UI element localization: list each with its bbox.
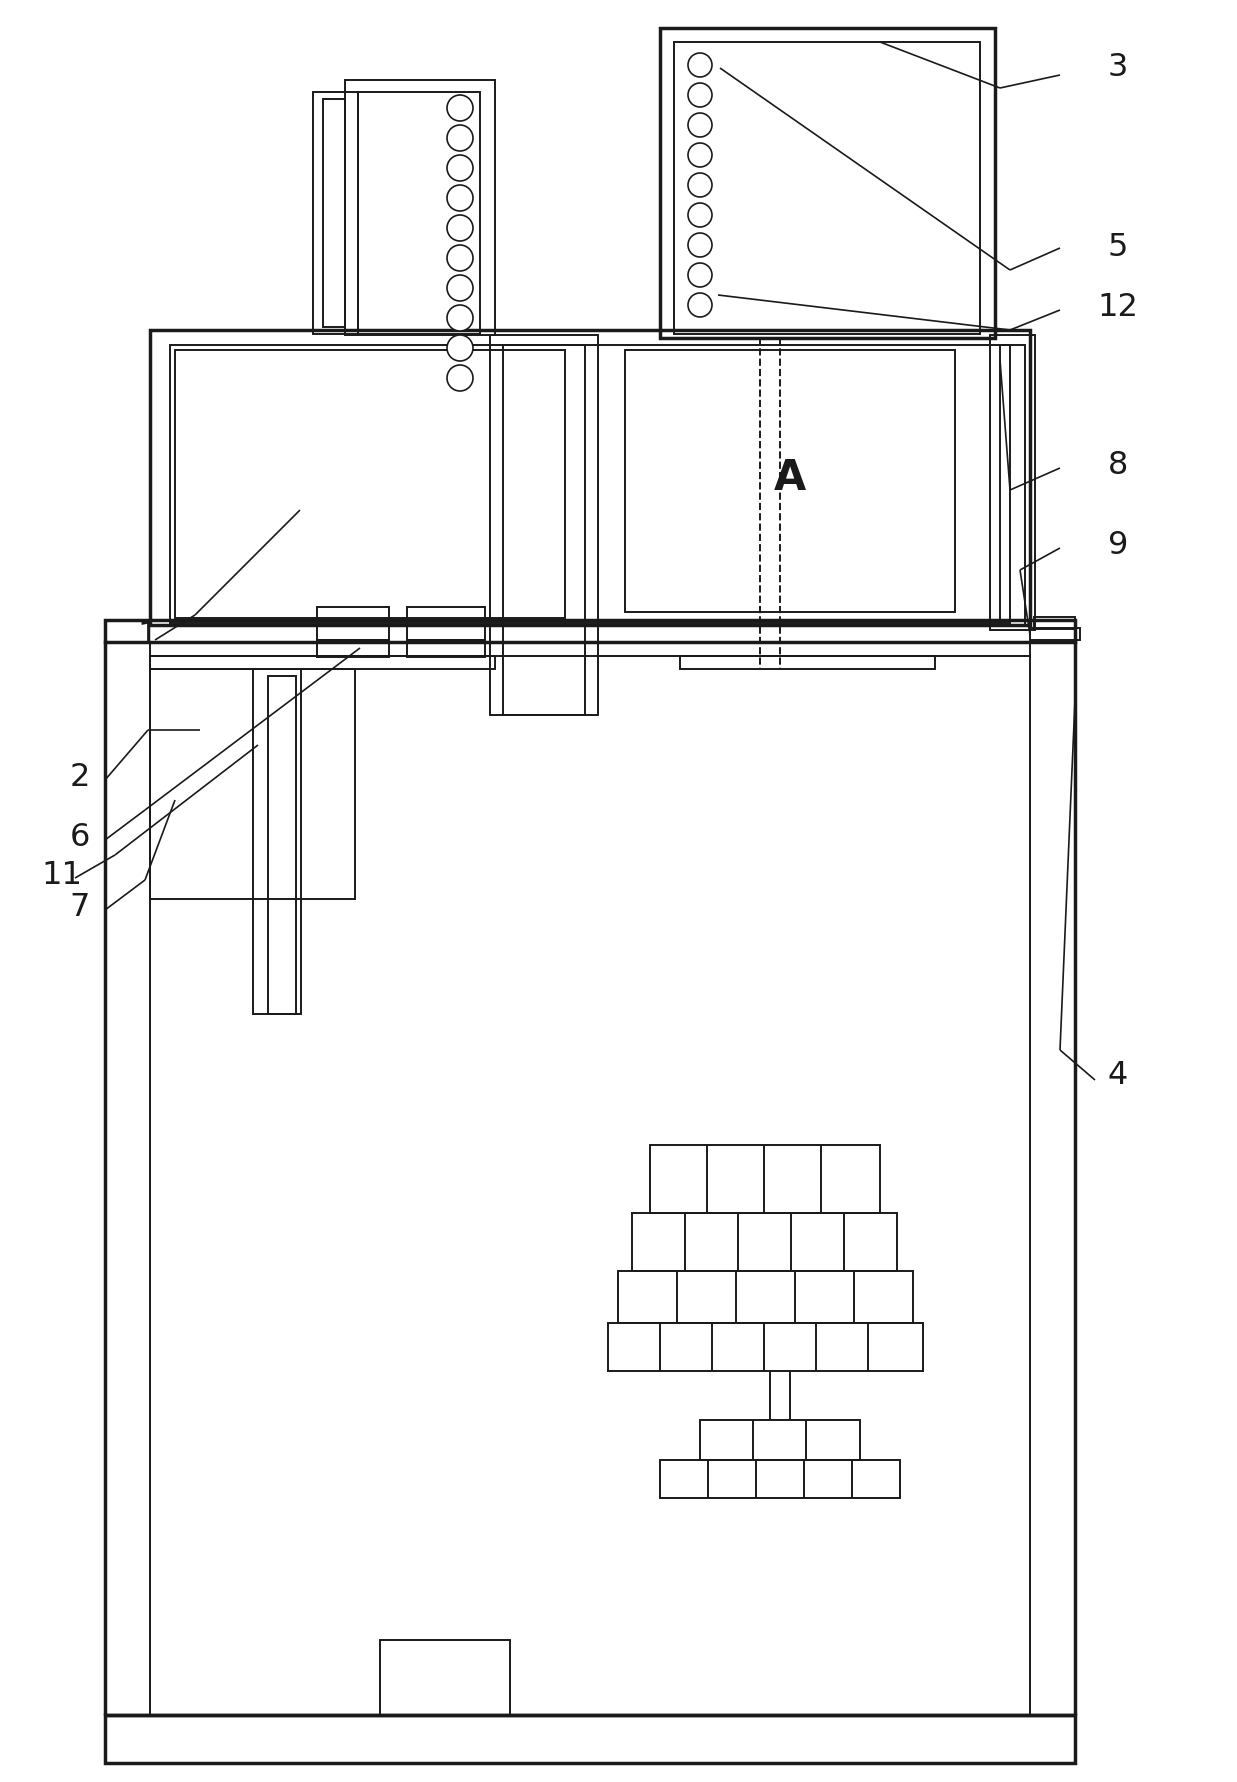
Bar — [490, 335, 597, 715]
Text: 5: 5 — [1108, 232, 1128, 264]
Bar — [105, 620, 1075, 642]
Circle shape — [447, 274, 473, 301]
Bar — [317, 608, 388, 640]
Circle shape — [688, 53, 713, 77]
Circle shape — [688, 173, 713, 198]
Circle shape — [447, 305, 473, 331]
Text: 11: 11 — [42, 859, 83, 891]
Bar — [661, 29, 995, 339]
Bar — [990, 335, 1035, 631]
Bar — [407, 608, 485, 640]
Bar — [150, 668, 355, 898]
Circle shape — [447, 94, 473, 121]
Bar — [357, 93, 480, 333]
Bar — [609, 1322, 923, 1370]
Bar — [380, 1639, 510, 1714]
Circle shape — [688, 292, 713, 317]
Text: 9: 9 — [1108, 529, 1128, 561]
Text: 6: 6 — [69, 823, 90, 854]
Circle shape — [447, 155, 473, 182]
Bar — [674, 43, 980, 333]
Circle shape — [688, 112, 713, 137]
Bar — [999, 346, 1025, 625]
Bar — [174, 349, 565, 618]
Bar — [661, 1459, 901, 1499]
Bar — [150, 330, 1030, 625]
Bar — [1034, 617, 1075, 629]
Bar — [407, 640, 485, 658]
Circle shape — [447, 216, 473, 241]
Bar — [625, 349, 955, 611]
Bar — [268, 675, 296, 1014]
Bar — [150, 656, 495, 668]
Bar — [649, 1146, 880, 1214]
Circle shape — [688, 143, 713, 168]
Bar — [345, 80, 495, 335]
Text: A: A — [774, 456, 807, 499]
Circle shape — [447, 365, 473, 390]
Text: 12: 12 — [1097, 292, 1138, 324]
Circle shape — [688, 84, 713, 107]
Circle shape — [688, 203, 713, 226]
Bar — [150, 642, 1030, 656]
Bar — [680, 656, 935, 668]
Bar — [323, 100, 345, 328]
Text: 2: 2 — [69, 763, 90, 793]
Bar — [105, 1714, 1075, 1762]
Bar — [632, 1214, 897, 1271]
Text: 7: 7 — [69, 893, 90, 923]
Bar — [1030, 627, 1080, 640]
Bar — [169, 346, 1009, 624]
Bar — [254, 668, 301, 1014]
Bar — [317, 640, 388, 658]
Circle shape — [447, 244, 473, 271]
Bar — [618, 1271, 913, 1322]
Circle shape — [447, 185, 473, 210]
Bar — [503, 346, 585, 715]
Circle shape — [447, 335, 473, 362]
Bar — [313, 93, 357, 333]
Bar — [700, 1420, 860, 1459]
Circle shape — [688, 264, 713, 287]
Text: 4: 4 — [1108, 1060, 1128, 1091]
Circle shape — [447, 125, 473, 151]
Text: 3: 3 — [1108, 52, 1128, 84]
Text: 8: 8 — [1108, 449, 1128, 481]
Text: 1: 1 — [137, 620, 158, 650]
Circle shape — [688, 233, 713, 257]
